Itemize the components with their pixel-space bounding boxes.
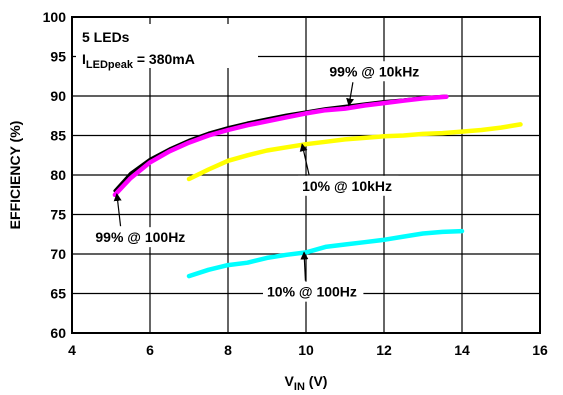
annotation-arrow-99pct-100hz xyxy=(113,192,122,227)
annotation-bg-10pct-10khz xyxy=(298,175,399,196)
annotation-bg-99pct-100hz xyxy=(91,227,192,248)
annotation-label-99pct-10khz: 99% @ 10kHz xyxy=(329,63,419,79)
x-tick-label-16: 16 xyxy=(532,342,548,358)
x-tick-label-10: 10 xyxy=(298,342,314,358)
condition-line-2: ILEDpeak = 380mA xyxy=(82,51,195,71)
annotation-bg-10pct-100hz xyxy=(263,281,364,302)
x-tick-label-4: 4 xyxy=(68,342,76,358)
x-axis-title-unit: (V) xyxy=(305,373,328,389)
x-tick-label-14: 14 xyxy=(454,342,470,358)
annotation-label-10pct-100hz: 10% @ 100Hz xyxy=(267,284,357,300)
condition-line-1: 5 LEDs xyxy=(82,29,130,45)
series-line-10pct-10khz xyxy=(186,122,523,182)
annotation-bg-99pct-10khz xyxy=(325,61,426,82)
y-tick-label-95: 95 xyxy=(50,49,66,65)
annotation-arrow-10pct-10khz xyxy=(299,143,310,175)
annotation-label-99pct-100hz: 99% @ 100Hz xyxy=(95,229,185,245)
series-lines xyxy=(112,94,523,279)
x-axis-title-main: V xyxy=(285,373,295,389)
series-line-10pct-100hz xyxy=(186,228,465,279)
condition-box-bg xyxy=(76,24,258,68)
y-axis-title: EFFICIENCY (%) xyxy=(7,121,23,230)
annotation-arrow-10pct-100hz xyxy=(300,251,309,281)
y-tick-label-85: 85 xyxy=(50,128,66,144)
x-axis-title-sub: IN xyxy=(294,381,305,393)
condition-current-value: = 380mA xyxy=(133,51,195,67)
annotations: 99% @ 10kHz 10% @ 10kHz 99% @ 100Hz 10% @ 1… xyxy=(91,61,426,302)
x-tick-label-12: 12 xyxy=(376,342,392,358)
y-tick-label-70: 70 xyxy=(50,246,66,262)
x-axis-title: VIN (V) xyxy=(285,373,328,393)
condition-current-subscript: LEDpeak xyxy=(86,59,134,71)
annotation-label-10pct-10khz: 10% @ 10kHz xyxy=(302,178,392,194)
y-tick-label-90: 90 xyxy=(50,88,66,104)
x-tick-labels: 4 6 8 10 12 14 16 xyxy=(68,342,548,358)
y-tick-label-65: 65 xyxy=(50,286,66,302)
series-line-99pct-100hz xyxy=(112,94,449,198)
x-tick-label-8: 8 xyxy=(224,342,232,358)
y-tick-label-80: 80 xyxy=(50,167,66,183)
y-tick-label-75: 75 xyxy=(50,207,66,223)
plot-frame xyxy=(71,16,541,334)
condition-current-symbol: I xyxy=(82,51,86,67)
x-tick-label-6: 6 xyxy=(146,342,154,358)
annotation-arrow-99pct-10khz xyxy=(346,82,355,107)
y-tick-label-60: 60 xyxy=(50,325,66,341)
y-tick-label-100: 100 xyxy=(43,9,67,25)
y-tick-labels: 60 65 70 75 80 85 90 95 100 xyxy=(43,9,67,341)
